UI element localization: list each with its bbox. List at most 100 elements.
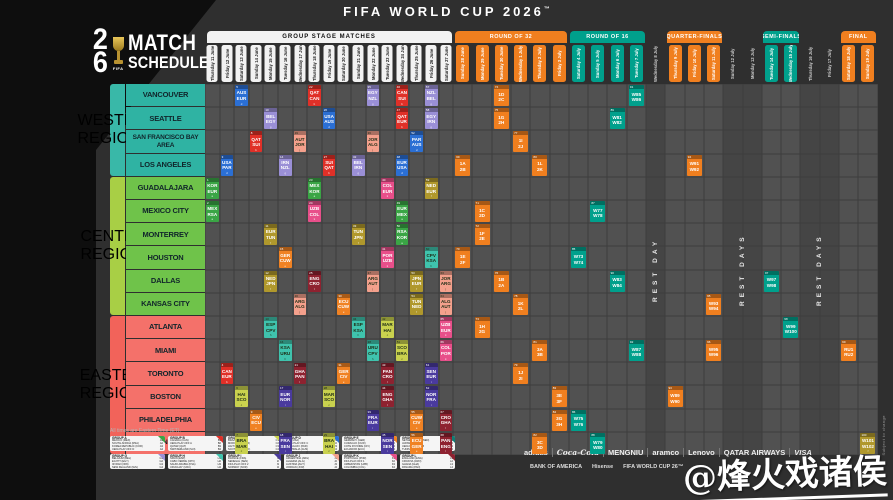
team-code: W98 [766, 282, 777, 288]
grid-cell [819, 431, 840, 455]
match-number: 15 [278, 247, 292, 252]
group-team-pos: C2 [275, 442, 279, 446]
grid-cell [423, 408, 439, 432]
match-group-letter [668, 407, 683, 408]
match-cell: 46 CAN SUI b [395, 85, 409, 106]
grid-cell [336, 223, 351, 247]
team-code: NOR [382, 438, 393, 444]
match-cell: 45 NOR SEN i [381, 432, 394, 454]
group-team-row: UZBEKISTAN (UZB) K3 [344, 463, 395, 467]
match-teams: ECU CUW [337, 298, 350, 312]
match-cell: 23 MEX KOR a [308, 177, 321, 199]
match-cell: 69 1A 2B [455, 154, 471, 176]
grid-cell [472, 339, 492, 363]
team-code: KSA [426, 258, 437, 264]
city-column: GUADALAJARA MEXICO CITY MONTERREY HOUSTON DA… [126, 176, 205, 316]
match-teams: POR UZB [381, 251, 394, 265]
grid-cell [292, 84, 308, 108]
grid-cell [684, 199, 704, 224]
match-cell: 58 EGY IRN g [424, 108, 438, 130]
grid-cell [350, 84, 366, 108]
match-teams: 1C 2D [475, 205, 490, 222]
grid-cell [568, 292, 589, 316]
group-title: GROUP F [402, 436, 417, 440]
team-code: 1D [498, 91, 505, 97]
match-number: 72 [474, 224, 490, 229]
match-number: 51 [395, 340, 409, 345]
match-cell: 43 PAN CRO l [381, 363, 394, 385]
match-teams: EGY IRN [425, 112, 438, 126]
match-group-letter [532, 453, 547, 454]
grid-cell [800, 408, 820, 432]
grid-cell [684, 408, 704, 432]
group-title: GROUP J [286, 454, 301, 458]
match-teams: RSA KOR [396, 228, 409, 242]
logo-words: MATCH SCHEDULE [128, 31, 209, 71]
match-number: 24 [308, 200, 321, 205]
grid-cell [234, 292, 249, 316]
team-code: EUR [426, 188, 437, 194]
grid-cell [472, 84, 492, 108]
grid-cell [588, 246, 608, 270]
team-code: W83 [612, 277, 622, 283]
team-code: CAN [221, 368, 232, 374]
match-number: 20 [293, 293, 307, 298]
trophy-stem [116, 51, 120, 60]
grid-cell [205, 84, 220, 108]
grid-cell [761, 362, 782, 386]
team-code: CUW [338, 304, 350, 310]
team-code: 3D [536, 445, 543, 451]
grid-cell [423, 269, 439, 293]
grid-cell [703, 130, 724, 154]
region-tab-central: CENTRAL REGION [80, 176, 155, 315]
team-code: 2D [479, 213, 485, 219]
match-number: 16 [278, 340, 292, 345]
team-code: NED [265, 275, 276, 281]
group-team-name: NEW ZEALAND (NZL) [112, 465, 139, 469]
group-team-name: NORWAY (NOR) [228, 465, 248, 469]
grid-cell [491, 246, 511, 270]
match-number: 18 [278, 432, 292, 437]
team-code: IRN [354, 165, 363, 171]
match-teams: NED EUR [425, 182, 438, 196]
grid-cell [248, 385, 264, 409]
match-number: 67 [439, 409, 453, 414]
match-group-letter: e [415, 426, 418, 431]
grid-cell [472, 130, 492, 154]
grid-cell [839, 431, 859, 455]
grid-cell [800, 269, 820, 293]
match-number: 32 [351, 154, 365, 159]
team-code: COL [309, 211, 320, 217]
sponsor-logo-aramco: aramco [652, 448, 680, 457]
match-number: 75 [493, 108, 509, 113]
match-group-letter [475, 337, 490, 338]
match-number: 2 [206, 200, 219, 205]
team-code: 1B [498, 277, 505, 283]
grid-cell [626, 107, 647, 131]
grid-cell [839, 408, 859, 432]
team-code: CPV [426, 252, 436, 258]
group-team-row: SOUTH AFRICA (RSA) A2 [112, 442, 163, 446]
match-group-letter: d [415, 147, 418, 152]
grid-cell [781, 84, 801, 108]
grid-cell [380, 292, 395, 316]
grid-cell [800, 130, 820, 154]
city-label: VANCOUVER [126, 84, 205, 107]
match-number: 44 [381, 386, 394, 391]
date-pill: Tuesday 14 July [764, 45, 778, 82]
match-group-letter: a [211, 194, 214, 199]
team-code: CRO [309, 281, 320, 287]
match-teams: AUT JOR [294, 135, 307, 149]
grid-cell [665, 292, 685, 316]
grid-cell [588, 153, 608, 177]
team-code: CRO [382, 374, 393, 379]
grid-cell [761, 153, 782, 177]
team-code: FRA [280, 438, 290, 444]
match-group-letter: g [430, 124, 432, 129]
grid-cell [588, 292, 608, 316]
match-number: 36 [366, 131, 380, 136]
match-teams: BEL EGY [264, 112, 277, 126]
team-code: EUR [207, 188, 218, 194]
match-teams: 1E 2F [455, 251, 470, 268]
grid-cell [530, 385, 550, 409]
